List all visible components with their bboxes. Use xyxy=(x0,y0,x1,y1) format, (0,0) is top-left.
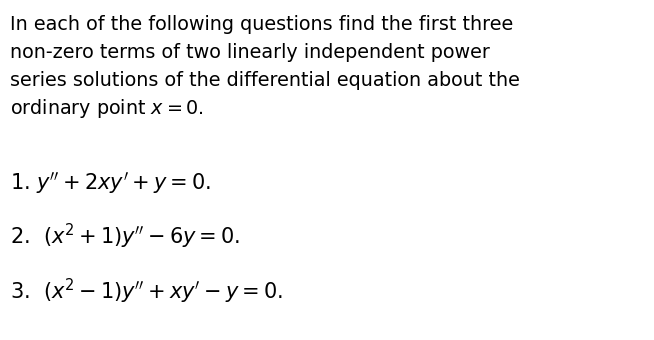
Text: ordinary point $x = 0$.: ordinary point $x = 0$. xyxy=(10,97,204,120)
Text: 3.  $\left(x^2 - 1\right) y'' + xy' - y = 0.$: 3. $\left(x^2 - 1\right) y'' + xy' - y =… xyxy=(10,277,283,306)
Text: series solutions of the differential equation about the: series solutions of the differential equ… xyxy=(10,71,520,90)
Text: non-zero terms of two linearly independent power: non-zero terms of two linearly independe… xyxy=(10,44,490,63)
Text: In each of the following questions find the first three: In each of the following questions find … xyxy=(10,15,513,34)
Text: 1. $y'' + 2xy' + y = 0.$: 1. $y'' + 2xy' + y = 0.$ xyxy=(10,170,211,196)
Text: 2.  $\left(x^2 + 1\right) y'' - 6y = 0.$: 2. $\left(x^2 + 1\right) y'' - 6y = 0.$ xyxy=(10,222,240,251)
